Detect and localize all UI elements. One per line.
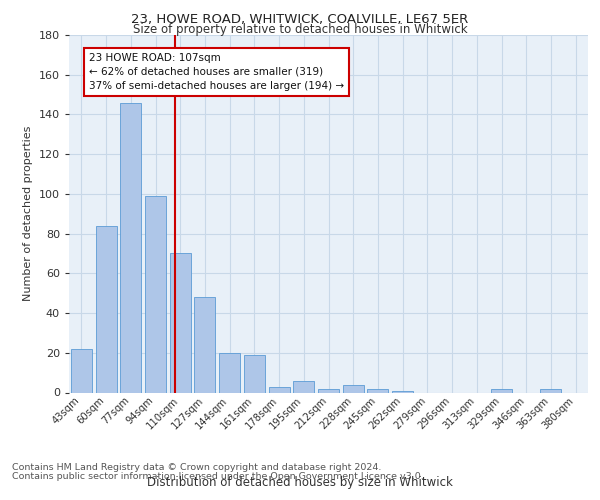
Bar [170, 254, 191, 392]
Text: 23, HOWE ROAD, WHITWICK, COALVILLE, LE67 5ER: 23, HOWE ROAD, WHITWICK, COALVILLE, LE67… [131, 12, 469, 26]
Bar [71, 349, 92, 393]
Y-axis label: Number of detached properties: Number of detached properties [23, 126, 33, 302]
Bar [318, 388, 339, 392]
Text: 23 HOWE ROAD: 107sqm
← 62% of detached houses are smaller (319)
37% of semi-deta: 23 HOWE ROAD: 107sqm ← 62% of detached h… [89, 53, 344, 91]
Bar [145, 196, 166, 392]
Text: Contains public sector information licensed under the Open Government Licence v3: Contains public sector information licen… [12, 472, 424, 481]
Bar [219, 353, 240, 393]
Bar [293, 380, 314, 392]
Bar [120, 102, 141, 393]
Bar [244, 355, 265, 393]
Bar [343, 384, 364, 392]
Bar [541, 388, 562, 392]
Bar [95, 226, 116, 392]
Text: Contains HM Land Registry data © Crown copyright and database right 2024.: Contains HM Land Registry data © Crown c… [12, 464, 382, 472]
Bar [392, 390, 413, 392]
Bar [194, 297, 215, 392]
Text: Size of property relative to detached houses in Whitwick: Size of property relative to detached ho… [133, 22, 467, 36]
Text: Distribution of detached houses by size in Whitwick: Distribution of detached houses by size … [147, 476, 453, 489]
Bar [367, 388, 388, 392]
Bar [269, 386, 290, 392]
Bar [491, 388, 512, 392]
